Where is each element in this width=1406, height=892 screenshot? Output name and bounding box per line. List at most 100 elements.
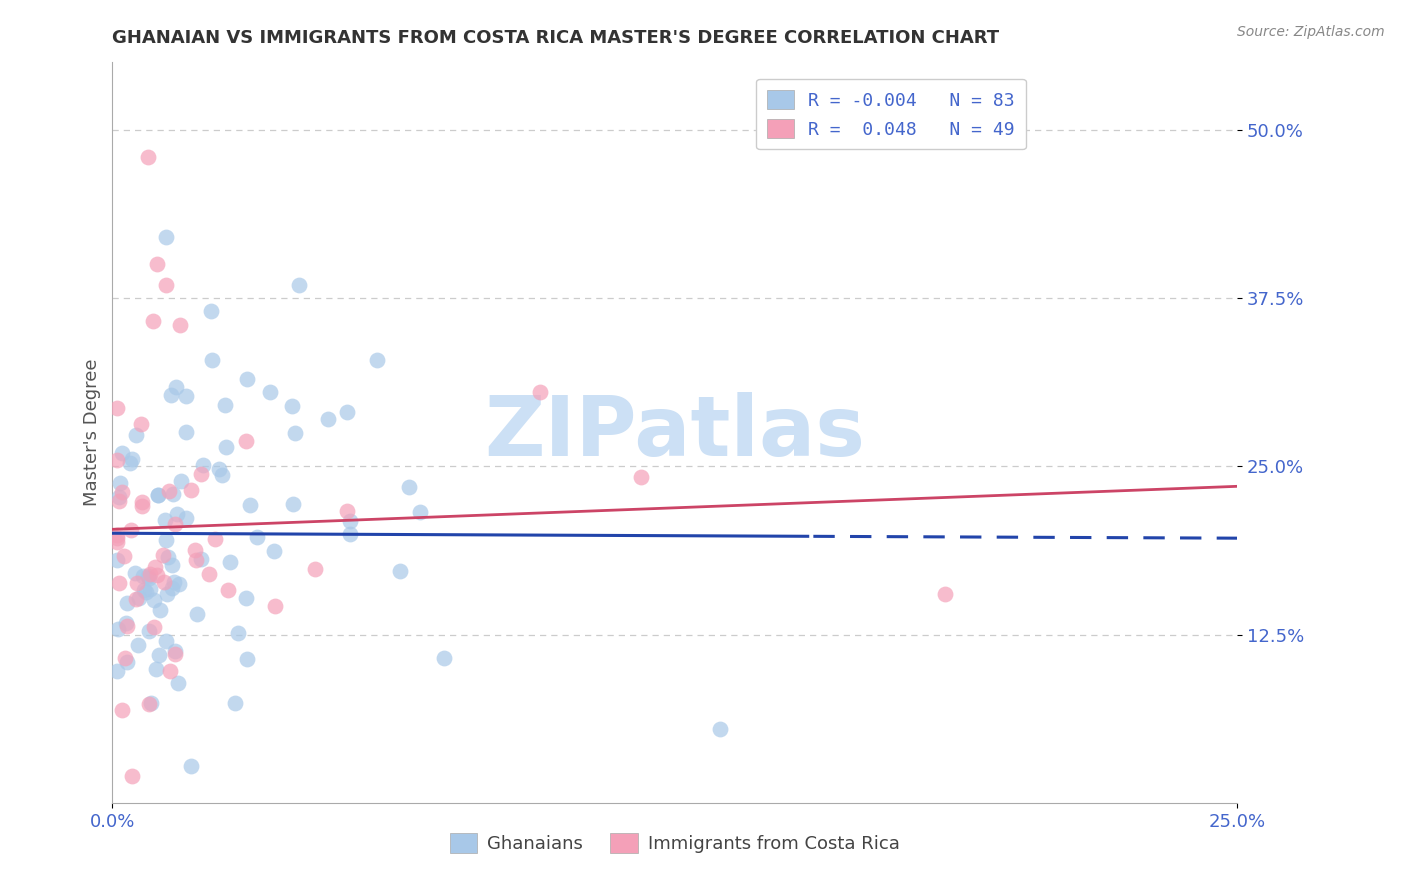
Point: [630, 470, 652, 484]
Point: [259, 385, 281, 400]
Point: [105, 553, 128, 567]
Point: [235, 652, 257, 666]
Point: [157, 484, 180, 499]
Point: [127, 576, 149, 591]
Point: [127, 638, 149, 652]
Point: [138, 571, 160, 585]
Point: [193, 458, 215, 473]
Point: [263, 544, 285, 558]
Point: [156, 587, 179, 601]
Point: [117, 619, 139, 633]
Point: [409, 505, 432, 519]
Point: [120, 456, 142, 470]
Point: [138, 150, 160, 164]
Point: [174, 510, 197, 524]
Point: [284, 426, 307, 441]
Point: [105, 664, 128, 678]
Point: [143, 593, 166, 607]
Text: Source: ZipAtlas.com: Source: ZipAtlas.com: [1237, 25, 1385, 39]
Point: [105, 532, 128, 546]
Point: [108, 491, 131, 505]
Point: [146, 257, 169, 271]
Point: [200, 304, 222, 318]
Point: [281, 498, 304, 512]
Point: [149, 603, 172, 617]
Point: [318, 412, 340, 426]
Point: [146, 488, 169, 502]
Point: [152, 548, 174, 562]
Point: [264, 599, 287, 613]
Point: [934, 587, 956, 601]
Point: [339, 514, 361, 528]
Point: [398, 480, 420, 494]
Point: [111, 703, 134, 717]
Point: [174, 425, 197, 439]
Point: [148, 488, 170, 502]
Point: [336, 503, 359, 517]
Point: [160, 558, 183, 573]
Point: [211, 467, 233, 482]
Point: [136, 569, 159, 583]
Point: [121, 451, 143, 466]
Point: [235, 591, 257, 606]
Point: [529, 385, 551, 400]
Point: [166, 508, 188, 522]
Point: [236, 372, 259, 386]
Point: [155, 230, 177, 244]
Point: [145, 568, 167, 582]
Point: [115, 597, 138, 611]
Point: [155, 533, 177, 547]
Point: [433, 651, 456, 665]
Point: [366, 352, 388, 367]
Point: [128, 591, 150, 605]
Point: [138, 624, 160, 638]
Point: [169, 577, 191, 591]
Point: [224, 696, 246, 710]
Point: [190, 552, 212, 566]
Point: [207, 462, 229, 476]
Point: [198, 567, 221, 582]
Point: [155, 633, 177, 648]
Point: [162, 487, 184, 501]
Point: [115, 656, 138, 670]
Point: [105, 452, 128, 467]
Point: [155, 277, 177, 292]
Point: [201, 353, 224, 368]
Point: [246, 530, 269, 544]
Point: [165, 648, 187, 662]
Point: [204, 532, 226, 546]
Point: [217, 583, 239, 598]
Text: GHANAIAN VS IMMIGRANTS FROM COSTA RICA MASTER'S DEGREE CORRELATION CHART: GHANAIAN VS IMMIGRANTS FROM COSTA RICA M…: [112, 29, 1000, 47]
Point: [159, 665, 181, 679]
Point: [105, 401, 128, 415]
Point: [336, 405, 359, 419]
Point: [115, 615, 138, 630]
Point: [388, 564, 411, 578]
Point: [215, 440, 238, 454]
Point: [165, 380, 187, 394]
Point: [235, 434, 257, 448]
Point: [114, 651, 136, 665]
Point: [108, 494, 131, 508]
Point: [111, 485, 134, 500]
Point: [186, 607, 208, 621]
Point: [148, 648, 170, 662]
Point: [156, 550, 179, 565]
Point: [709, 722, 731, 736]
Point: [112, 549, 135, 563]
Point: [138, 697, 160, 711]
Point: [120, 523, 142, 537]
Point: [160, 581, 183, 595]
Point: [105, 535, 128, 549]
Point: [163, 574, 186, 589]
Point: [142, 314, 165, 328]
Point: [167, 675, 190, 690]
Point: [108, 575, 131, 590]
Point: [304, 561, 326, 575]
Point: [134, 583, 156, 598]
Y-axis label: Master's Degree: Master's Degree: [83, 359, 101, 507]
Point: [125, 591, 148, 606]
Point: [131, 495, 153, 509]
Point: [145, 662, 167, 676]
Point: [239, 498, 262, 512]
